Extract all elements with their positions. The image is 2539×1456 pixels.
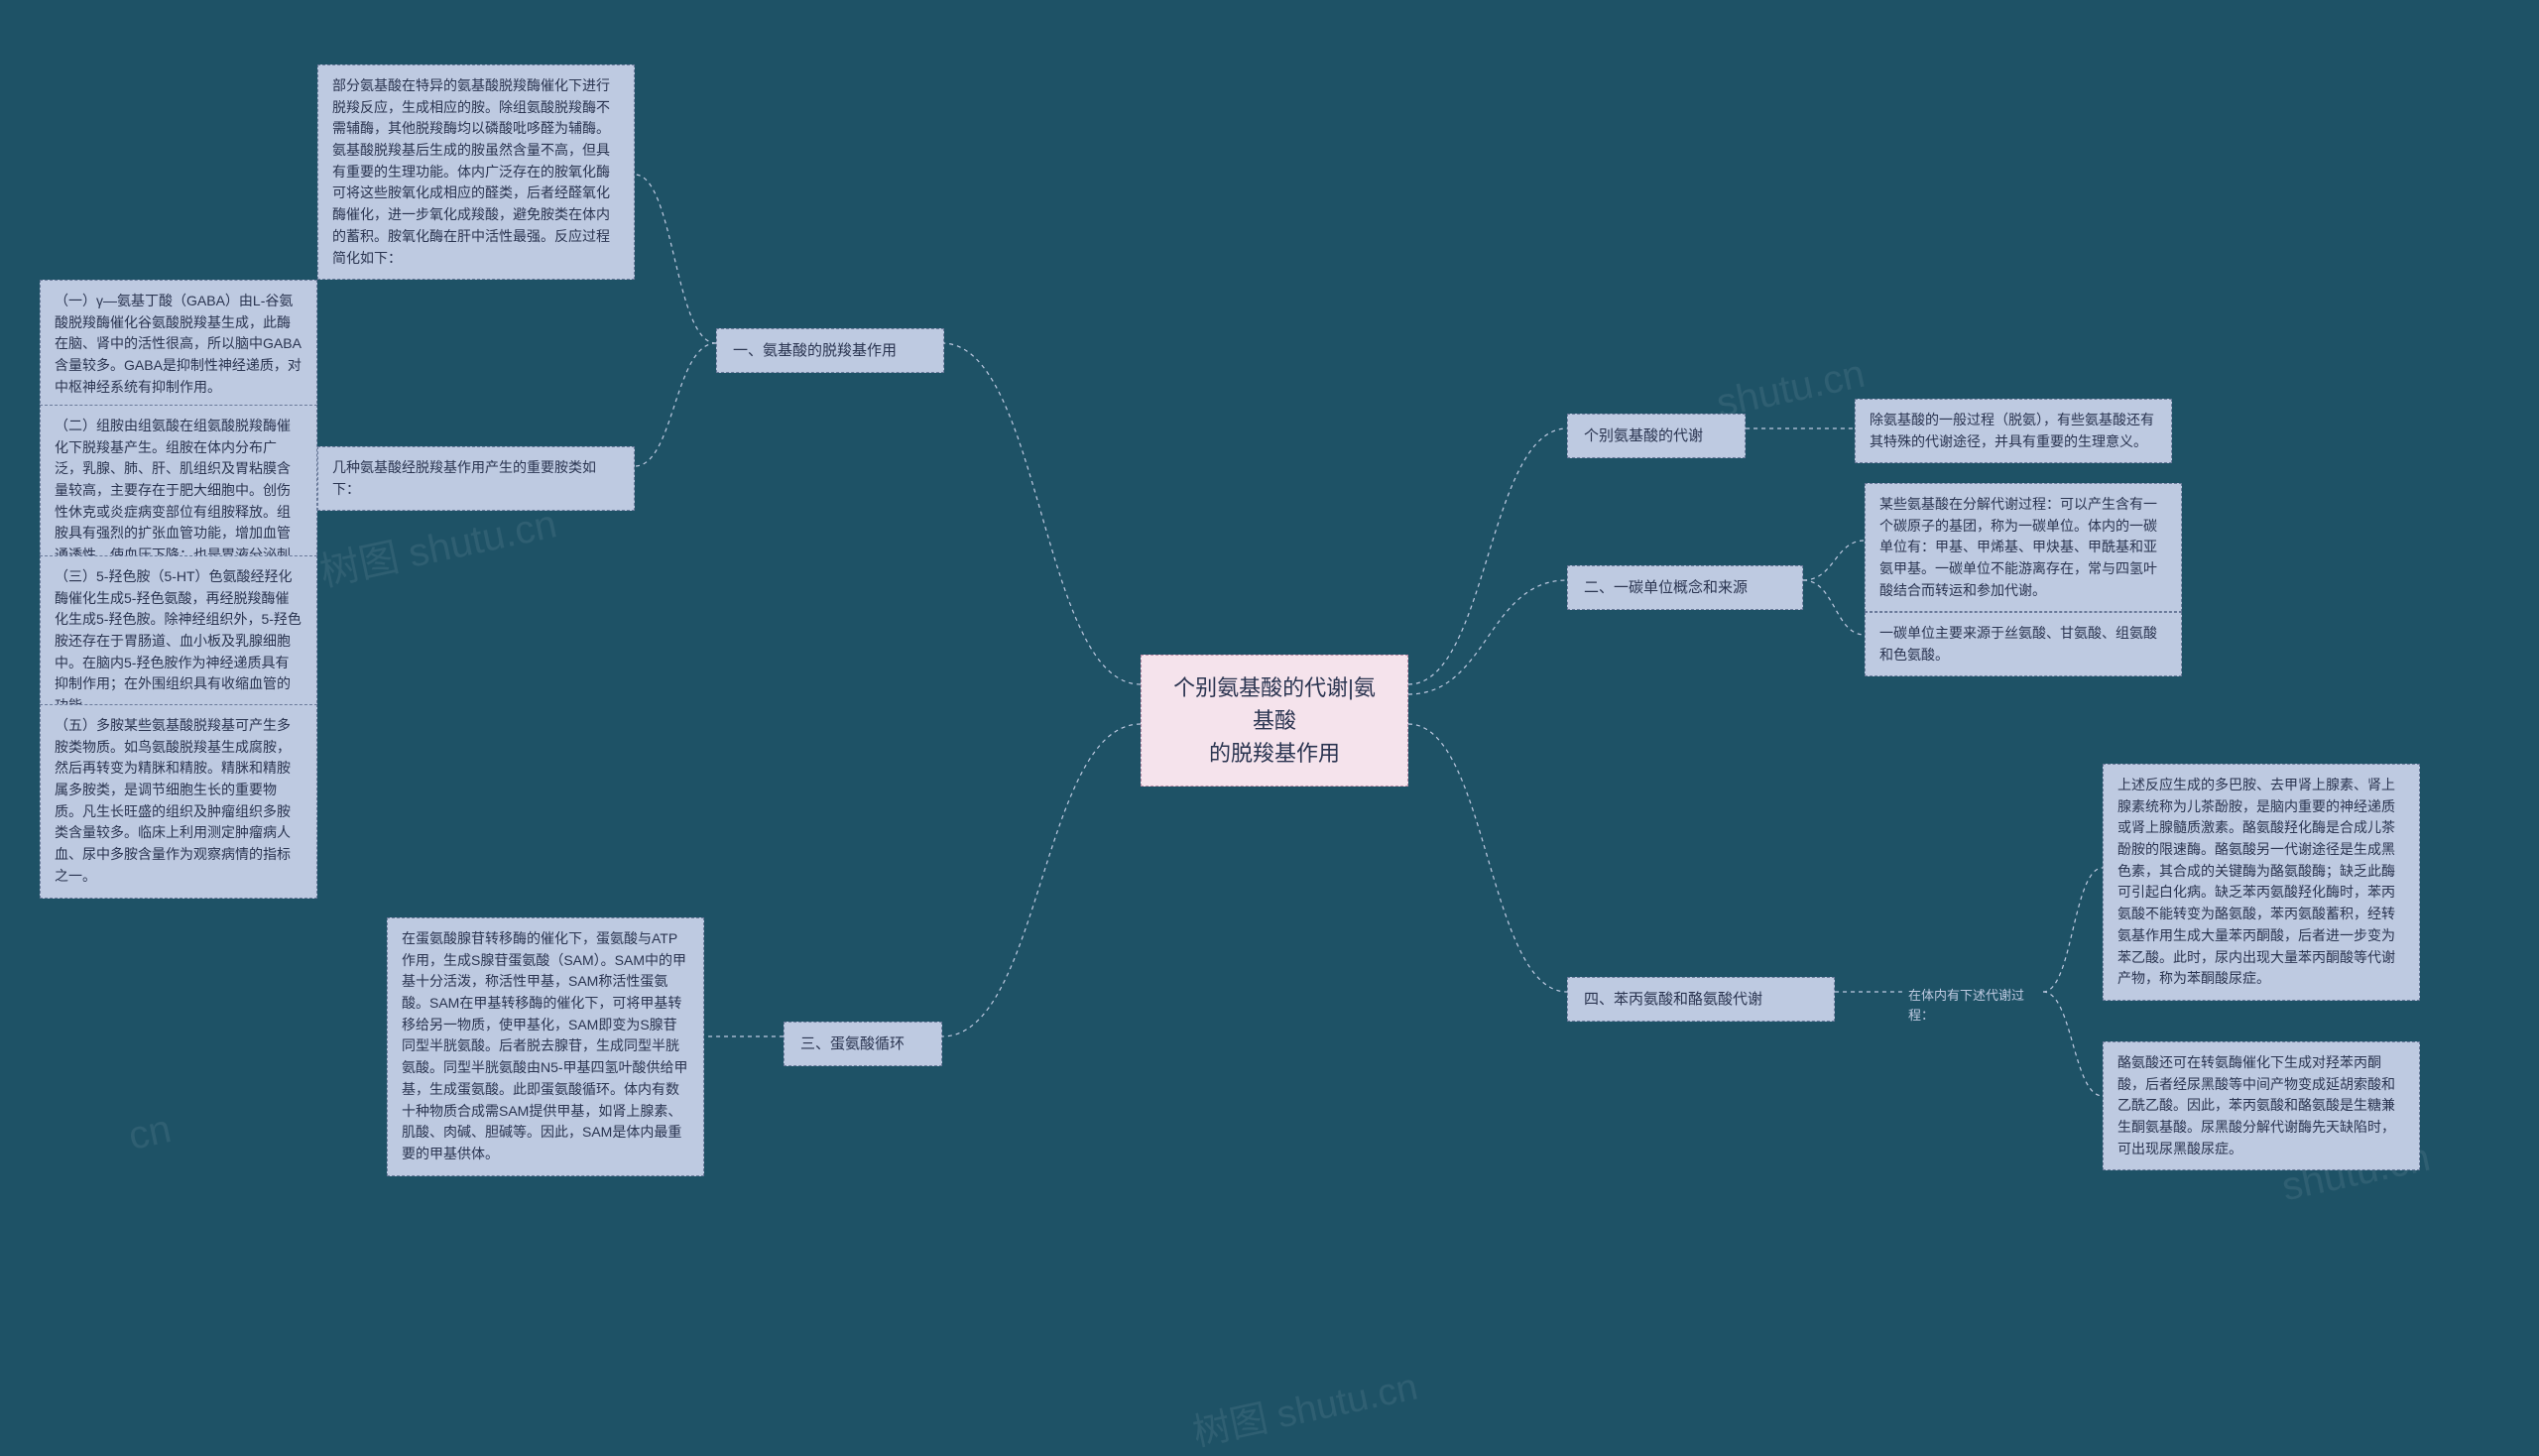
leaf-l1-a: （一）γ—氨基丁酸（GABA）由L-谷氨酸脱羧酶催化谷氨酸脱羧基生成，此酶在脑、… — [40, 280, 317, 409]
branch-r4: 四、苯丙氨酸和酪氨酸代谢 — [1567, 977, 1835, 1022]
leaf-l3-child: 在蛋氨酸腺苷转移酶的催化下，蛋氨酸与ATP作用，生成S腺苷蛋氨酸（SAM）。SA… — [387, 917, 704, 1176]
leaf-r4-child2: 酪氨酸还可在转氨酶催化下生成对羟苯丙酮酸，后者经尿黑酸等中间产物变成延胡索酸和乙… — [2103, 1041, 2420, 1170]
leaf-r2-child2: 一碳单位主要来源于丝氨酸、甘氨酸、组氨酸和色氨酸。 — [1865, 612, 2182, 676]
watermark: cn — [125, 1107, 176, 1159]
branch-l3: 三、蛋氨酸循环 — [784, 1022, 942, 1066]
watermark: 树图 shutu.cn — [1187, 1356, 1422, 1456]
center-node: 个别氨基酸的代谢|氨基酸 的脱羧基作用 — [1141, 655, 1408, 787]
center-title-line1: 个别氨基酸的代谢|氨基酸 — [1165, 671, 1384, 737]
leaf-l1-d: （五）多胺某些氨基酸脱羧基可产生多胺类物质。如鸟氨酸脱羧基生成腐胺，然后再转变为… — [40, 704, 317, 899]
leaf-l1-c: （三）5-羟色胺（5-HT）色氨酸经羟化酶催化生成5-羟色氨酸，再经脱羧酶催化生… — [40, 555, 317, 728]
center-title-line2: 的脱羧基作用 — [1165, 737, 1384, 770]
leaf-l1-top: 部分氨基酸在特异的氨基酸脱羧酶催化下进行脱羧反应，生成相应的胺。除组氨酸脱羧酶不… — [317, 64, 635, 280]
leaf-r1-child: 除氨基酸的一般过程（脱氨），有些氨基酸还有其特殊的代谢途径，并具有重要的生理意义… — [1855, 399, 2172, 463]
leaf-r2-child1: 某些氨基酸在分解代谢过程：可以产生含有一个碳原子的基团，称为一碳单位。体内的一碳… — [1865, 483, 2182, 612]
branch-r1: 个别氨基酸的代谢 — [1567, 414, 1746, 458]
branch-r2: 二、一碳单位概念和来源 — [1567, 565, 1803, 610]
sublabel-l1: 几种氨基酸经脱羧基作用产生的重要胺类如下： — [317, 446, 635, 511]
mid-r4: 在体内有下述代谢过程： — [1904, 982, 2043, 1030]
branch-l1: 一、氨基酸的脱羧基作用 — [716, 328, 944, 373]
leaf-r4-child1: 上述反应生成的多巴胺、去甲肾上腺素、肾上腺素统称为儿茶酚胺，是脑内重要的神经递质… — [2103, 764, 2420, 1001]
